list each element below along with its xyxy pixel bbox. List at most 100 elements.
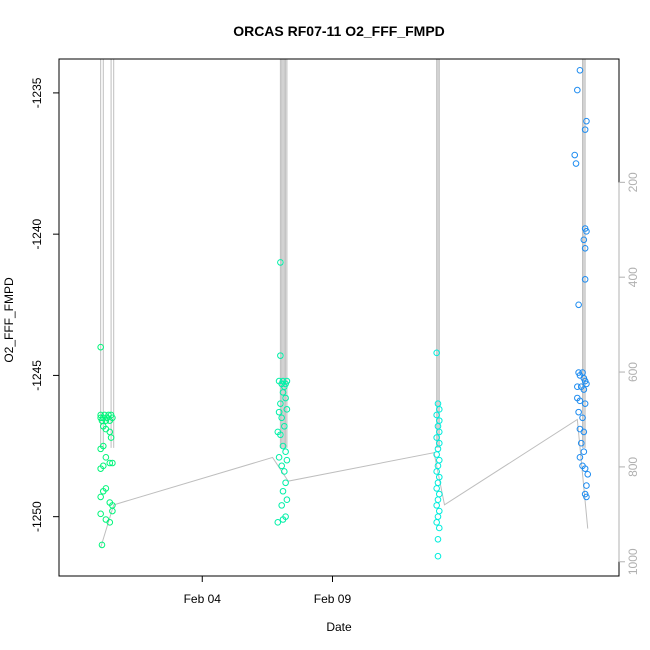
data-points — [97, 67, 592, 560]
data-point — [574, 383, 581, 391]
data-point — [581, 244, 589, 252]
y-right-tick-label: 200 — [626, 172, 640, 192]
data-point — [433, 468, 440, 475]
data-point — [97, 493, 104, 501]
data-point — [571, 151, 579, 159]
data-point — [581, 465, 589, 472]
data-point — [580, 448, 588, 455]
data-point — [572, 160, 580, 167]
data-point — [574, 86, 581, 94]
data-point — [581, 126, 589, 133]
y-right-tick-label: 800 — [626, 457, 640, 477]
x-tick-label: Feb 04 — [184, 592, 222, 606]
y-axis-right: 200 400 600 800 1000 — [618, 172, 640, 575]
data-point — [435, 406, 443, 413]
data-point — [274, 519, 282, 526]
data-point — [576, 67, 584, 74]
data-point — [106, 428, 114, 436]
y-right-tick-label: 600 — [626, 362, 640, 382]
data-point — [109, 459, 116, 467]
x-tick-label: Feb 09 — [314, 592, 352, 606]
data-point — [580, 386, 588, 393]
data-point — [433, 411, 440, 419]
data-point — [584, 470, 592, 478]
y-right-tick-label: 400 — [626, 267, 640, 287]
data-point — [576, 454, 584, 461]
data-point — [277, 259, 284, 266]
data-point — [282, 394, 289, 402]
data-point — [435, 524, 443, 532]
right-series-lines — [100, 59, 589, 548]
data-point — [434, 535, 442, 543]
data-point — [109, 507, 116, 515]
data-point — [435, 428, 443, 436]
data-point — [277, 400, 284, 407]
data-point — [583, 482, 590, 489]
data-point — [279, 487, 287, 495]
y-right-tick-label: 1000 — [626, 548, 640, 575]
data-point — [576, 397, 584, 405]
data-point — [583, 117, 590, 125]
data-point — [97, 465, 104, 472]
data-point — [106, 459, 114, 467]
data-point — [435, 507, 443, 515]
data-point — [583, 493, 590, 501]
data-point — [434, 552, 442, 560]
data-point — [581, 276, 589, 283]
data-point — [283, 496, 291, 504]
data-point — [281, 422, 288, 430]
data-point — [107, 434, 115, 441]
x-axis: Feb 04 Feb 09 — [184, 575, 352, 606]
y-tick-label: -1235 — [30, 77, 44, 108]
data-point — [102, 516, 110, 523]
data-point — [283, 377, 291, 385]
data-point — [433, 349, 440, 357]
data-point — [433, 451, 440, 458]
data-point — [580, 428, 588, 436]
plot-frame — [58, 58, 620, 577]
y-tick-label: -1250 — [30, 501, 44, 532]
data-point — [281, 468, 288, 475]
x-axis-label: Date — [326, 620, 352, 634]
chart-title: ORCAS RF07-11 O2_FFF_FMPD — [233, 23, 445, 39]
data-point — [283, 456, 291, 464]
data-point — [434, 513, 442, 520]
data-point — [282, 448, 289, 455]
data-point — [278, 414, 285, 422]
data-point — [433, 485, 440, 492]
data-point — [109, 414, 116, 422]
data-point — [106, 519, 114, 526]
data-point — [275, 408, 283, 416]
data-point — [97, 510, 104, 518]
data-point — [433, 519, 440, 526]
data-point — [575, 301, 582, 309]
data-point — [279, 389, 287, 396]
data-point — [433, 502, 440, 509]
y-tick-label: -1240 — [30, 218, 44, 249]
data-point — [577, 439, 585, 447]
data-point — [282, 479, 289, 487]
data-point — [277, 352, 284, 359]
data-point — [435, 456, 443, 464]
data-point — [278, 462, 285, 470]
data-point — [277, 431, 284, 439]
data-point — [97, 445, 104, 453]
data-point — [575, 408, 582, 416]
data-point — [97, 343, 104, 351]
data-point — [102, 454, 110, 461]
data-point — [580, 236, 588, 244]
data-point — [583, 380, 590, 388]
y-tick-label: -1245 — [30, 360, 44, 391]
data-point — [433, 434, 440, 441]
data-point — [434, 462, 442, 470]
data-point — [275, 454, 283, 461]
right-series-line — [100, 418, 589, 548]
data-point — [583, 228, 590, 235]
y-axis-label: O2_FFF_FMPD — [2, 277, 16, 363]
data-point — [581, 400, 589, 407]
data-point — [278, 502, 285, 509]
y-axis: -1235 -1240 -1245 -1250 — [30, 77, 60, 532]
data-point — [435, 490, 443, 498]
data-point — [279, 442, 287, 450]
